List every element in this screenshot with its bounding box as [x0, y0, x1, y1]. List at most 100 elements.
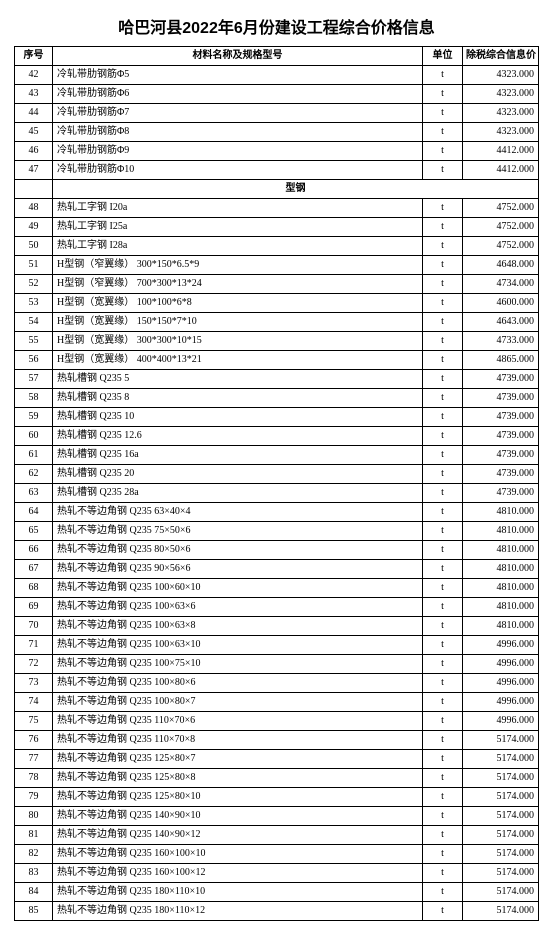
- cell-name: 热轧不等边角钢 Q235 100×75×10: [53, 655, 423, 674]
- cell-unit: t: [423, 408, 463, 427]
- cell-name: 热轧槽钢 Q235 20: [53, 465, 423, 484]
- cell-name: H型钢（宽翼缘） 150*150*7*10: [53, 313, 423, 332]
- table-row: 44冷轧带肋钢筋Φ7t4323.000: [15, 104, 539, 123]
- cell-unit: t: [423, 731, 463, 750]
- cell-name: 热轧不等边角钢 Q235 140×90×10: [53, 807, 423, 826]
- cell-name: 热轧槽钢 Q235 8: [53, 389, 423, 408]
- cell-price: 5174.000: [463, 788, 539, 807]
- cell-name: 热轧不等边角钢 Q235 180×110×12: [53, 902, 423, 921]
- cell-seq: 68: [15, 579, 53, 598]
- table-row: 53H型钢（宽翼缘） 100*100*6*8t4600.000: [15, 294, 539, 313]
- table-row: 47冷轧带肋钢筋Φ10t4412.000: [15, 161, 539, 180]
- table-row: 85热轧不等边角钢 Q235 180×110×12t5174.000: [15, 902, 539, 921]
- cell-seq: 54: [15, 313, 53, 332]
- cell-seq: 78: [15, 769, 53, 788]
- header-name: 材料名称及规格型号: [53, 47, 423, 66]
- table-row: 60热轧槽钢 Q235 12.6t4739.000: [15, 427, 539, 446]
- cell-name: 热轧不等边角钢 Q235 100×80×6: [53, 674, 423, 693]
- cell-unit: t: [423, 85, 463, 104]
- cell-price: 4752.000: [463, 237, 539, 256]
- cell-unit: t: [423, 579, 463, 598]
- cell-unit: t: [423, 750, 463, 769]
- cell-seq: 62: [15, 465, 53, 484]
- table-row: 55H型钢（宽翼缘） 300*300*10*15t4733.000: [15, 332, 539, 351]
- cell-seq: 42: [15, 66, 53, 85]
- cell-price: 4739.000: [463, 389, 539, 408]
- table-row: 57热轧槽钢 Q235 5t4739.000: [15, 370, 539, 389]
- table-row: 62热轧槽钢 Q235 20t4739.000: [15, 465, 539, 484]
- table-row: 45冷轧带肋钢筋Φ8t4323.000: [15, 123, 539, 142]
- cell-price: 4810.000: [463, 617, 539, 636]
- cell-name: 热轧不等边角钢 Q235 100×60×10: [53, 579, 423, 598]
- cell-price: 4739.000: [463, 408, 539, 427]
- cell-unit: t: [423, 712, 463, 731]
- cell-name: 热轧不等边角钢 Q235 125×80×7: [53, 750, 423, 769]
- cell-seq: 51: [15, 256, 53, 275]
- cell-price: 4323.000: [463, 104, 539, 123]
- table-row: 50热轧工字钢 I28at4752.000: [15, 237, 539, 256]
- cell-price: 4600.000: [463, 294, 539, 313]
- table-row: 61热轧槽钢 Q235 16at4739.000: [15, 446, 539, 465]
- cell-seq: 81: [15, 826, 53, 845]
- cell-seq: 74: [15, 693, 53, 712]
- cell-seq: 73: [15, 674, 53, 693]
- header-seq: 序号: [15, 47, 53, 66]
- cell-unit: t: [423, 560, 463, 579]
- cell-price: 4996.000: [463, 712, 539, 731]
- cell-seq: 82: [15, 845, 53, 864]
- cell-unit: t: [423, 275, 463, 294]
- cell-seq: 70: [15, 617, 53, 636]
- cell-name: 热轧槽钢 Q235 16a: [53, 446, 423, 465]
- cell-unit: t: [423, 883, 463, 902]
- cell-price: 4810.000: [463, 560, 539, 579]
- cell-unit: t: [423, 617, 463, 636]
- cell-seq: 65: [15, 522, 53, 541]
- cell-name: 热轧不等边角钢 Q235 110×70×8: [53, 731, 423, 750]
- cell-price: 4323.000: [463, 85, 539, 104]
- cell-name: 冷轧带肋钢筋Φ5: [53, 66, 423, 85]
- cell-name: 冷轧带肋钢筋Φ6: [53, 85, 423, 104]
- cell-seq: 56: [15, 351, 53, 370]
- table-row: 42冷轧带肋钢筋Φ5t4323.000: [15, 66, 539, 85]
- cell-unit: t: [423, 313, 463, 332]
- cell-seq: [15, 180, 53, 199]
- header-unit: 单位: [423, 47, 463, 66]
- page-title: 哈巴河县2022年6月份建设工程综合价格信息: [14, 14, 539, 38]
- table-row: 81热轧不等边角钢 Q235 140×90×12t5174.000: [15, 826, 539, 845]
- cell-seq: 75: [15, 712, 53, 731]
- cell-unit: t: [423, 66, 463, 85]
- cell-name: 热轧工字钢 I25a: [53, 218, 423, 237]
- cell-price: 4752.000: [463, 218, 539, 237]
- cell-seq: 80: [15, 807, 53, 826]
- cell-unit: t: [423, 807, 463, 826]
- cell-name: H型钢（宽翼缘） 300*300*10*15: [53, 332, 423, 351]
- table-row: 63热轧槽钢 Q235 28at4739.000: [15, 484, 539, 503]
- cell-name: 热轧不等边角钢 Q235 160×100×10: [53, 845, 423, 864]
- cell-unit: t: [423, 389, 463, 408]
- cell-price: 4810.000: [463, 522, 539, 541]
- price-table: 序号 材料名称及规格型号 单位 除税综合信息价 42冷轧带肋钢筋Φ5t4323.…: [14, 46, 539, 921]
- cell-unit: t: [423, 294, 463, 313]
- cell-name: 热轧槽钢 Q235 5: [53, 370, 423, 389]
- cell-seq: 48: [15, 199, 53, 218]
- cell-name: 热轧槽钢 Q235 10: [53, 408, 423, 427]
- cell-name: H型钢（宽翼缘） 100*100*6*8: [53, 294, 423, 313]
- cell-seq: 43: [15, 85, 53, 104]
- cell-unit: t: [423, 598, 463, 617]
- cell-unit: t: [423, 845, 463, 864]
- table-row: 68热轧不等边角钢 Q235 100×60×10t4810.000: [15, 579, 539, 598]
- cell-seq: 53: [15, 294, 53, 313]
- cell-unit: t: [423, 902, 463, 921]
- cell-price: 4739.000: [463, 465, 539, 484]
- cell-name: 冷轧带肋钢筋Φ7: [53, 104, 423, 123]
- cell-unit: t: [423, 446, 463, 465]
- cell-unit: t: [423, 788, 463, 807]
- cell-price: 5174.000: [463, 902, 539, 921]
- cell-unit: t: [423, 427, 463, 446]
- cell-unit: t: [423, 503, 463, 522]
- table-row: 72热轧不等边角钢 Q235 100×75×10t4996.000: [15, 655, 539, 674]
- cell-name: 冷轧带肋钢筋Φ8: [53, 123, 423, 142]
- table-row: 56H型钢（宽翼缘） 400*400*13*21t4865.000: [15, 351, 539, 370]
- cell-price: 4734.000: [463, 275, 539, 294]
- table-header-row: 序号 材料名称及规格型号 单位 除税综合信息价: [15, 47, 539, 66]
